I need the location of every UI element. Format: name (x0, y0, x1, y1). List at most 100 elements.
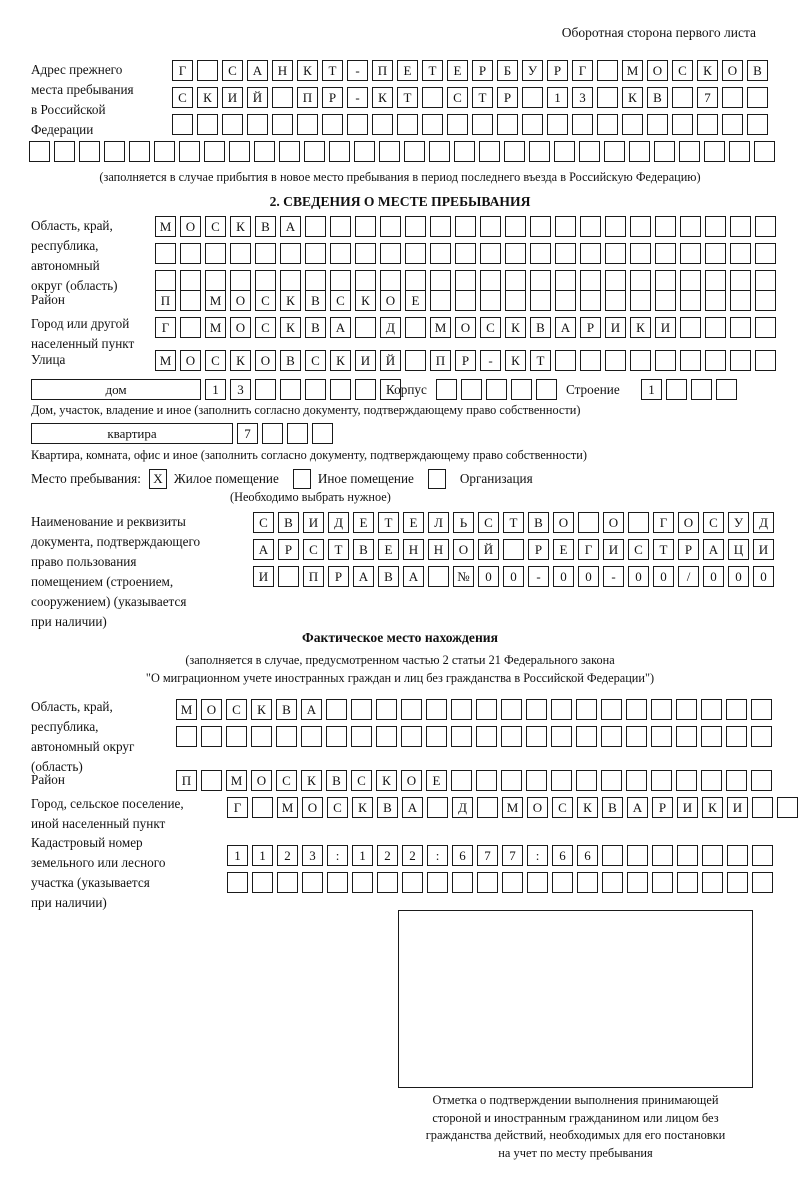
char-cell[interactable] (676, 770, 697, 791)
char-cell[interactable]: Г (572, 60, 593, 81)
char-cell[interactable]: В (602, 797, 623, 818)
char-cell[interactable] (304, 141, 325, 162)
char-cell[interactable] (486, 379, 507, 400)
char-cell[interactable]: С (255, 317, 276, 338)
char-cell[interactable]: С (226, 699, 247, 720)
char-cell[interactable] (601, 770, 622, 791)
char-cell[interactable] (651, 770, 672, 791)
char-cell[interactable] (405, 350, 426, 371)
char-cell[interactable] (630, 350, 651, 371)
char-cell[interactable] (729, 141, 750, 162)
char-cell[interactable]: 0 (753, 566, 774, 587)
char-cell[interactable]: С (672, 60, 693, 81)
char-cell[interactable] (447, 114, 468, 135)
char-cell[interactable] (455, 290, 476, 311)
char-cell[interactable]: Е (553, 539, 574, 560)
char-cell[interactable] (428, 566, 449, 587)
char-cell[interactable]: - (347, 60, 368, 81)
char-cell[interactable] (676, 726, 697, 747)
char-cell[interactable]: А (703, 539, 724, 560)
char-cell[interactable]: С (255, 290, 276, 311)
char-cell[interactable] (555, 216, 576, 237)
char-cell[interactable] (379, 141, 400, 162)
char-cell[interactable]: Г (653, 512, 674, 533)
char-cell[interactable] (627, 872, 648, 893)
char-cell[interactable] (752, 845, 773, 866)
char-cell[interactable] (79, 141, 100, 162)
char-cell[interactable]: 1 (252, 845, 273, 866)
char-cell[interactable]: Е (426, 770, 447, 791)
char-cell[interactable] (555, 243, 576, 264)
char-cell[interactable]: В (280, 350, 301, 371)
char-cell[interactable]: Т (472, 87, 493, 108)
char-cell[interactable]: В (278, 512, 299, 533)
char-cell[interactable]: С (276, 770, 297, 791)
char-cell[interactable] (436, 379, 457, 400)
char-cell[interactable]: О (722, 60, 743, 81)
char-cell[interactable] (622, 114, 643, 135)
char-cell[interactable] (651, 699, 672, 720)
char-cell[interactable]: С (205, 350, 226, 371)
char-cell[interactable] (405, 270, 426, 291)
char-cell[interactable]: 7 (237, 423, 258, 444)
char-cell[interactable] (197, 60, 218, 81)
char-cell[interactable]: А (280, 216, 301, 237)
char-cell[interactable]: 1 (205, 379, 226, 400)
char-cell[interactable] (727, 845, 748, 866)
char-cell[interactable] (355, 270, 376, 291)
char-cell[interactable]: О (380, 290, 401, 311)
char-cell[interactable]: С (327, 797, 348, 818)
char-cell[interactable] (601, 699, 622, 720)
char-cell[interactable] (405, 216, 426, 237)
char-cell[interactable] (280, 243, 301, 264)
char-cell[interactable] (730, 243, 751, 264)
char-cell[interactable] (29, 141, 50, 162)
char-cell[interactable]: П (155, 290, 176, 311)
char-cell[interactable] (705, 317, 726, 338)
char-cell[interactable]: О (251, 770, 272, 791)
char-cell[interactable] (511, 379, 532, 400)
char-cell[interactable] (605, 350, 626, 371)
char-cell[interactable]: В (276, 699, 297, 720)
char-cell[interactable]: Р (528, 539, 549, 560)
char-cell[interactable] (476, 770, 497, 791)
char-cell[interactable] (376, 699, 397, 720)
char-cell[interactable] (726, 770, 747, 791)
char-cell[interactable]: Т (397, 87, 418, 108)
char-cell[interactable] (477, 797, 498, 818)
char-cell[interactable]: К (505, 350, 526, 371)
char-cell[interactable] (605, 270, 626, 291)
char-cell[interactable] (597, 60, 618, 81)
char-cell[interactable]: В (353, 539, 374, 560)
char-cell[interactable] (480, 243, 501, 264)
char-cell[interactable]: Д (753, 512, 774, 533)
char-cell[interactable] (355, 243, 376, 264)
char-cell[interactable] (755, 290, 776, 311)
char-cell[interactable] (555, 350, 576, 371)
char-cell[interactable] (751, 770, 772, 791)
char-cell[interactable] (597, 114, 618, 135)
char-cell[interactable]: 3 (302, 845, 323, 866)
char-cell[interactable]: В (528, 512, 549, 533)
char-cell[interactable] (455, 270, 476, 291)
char-cell[interactable] (655, 290, 676, 311)
char-cell[interactable]: Т (530, 350, 551, 371)
char-cell[interactable]: 1 (227, 845, 248, 866)
char-cell[interactable] (597, 87, 618, 108)
char-cell[interactable]: А (353, 566, 374, 587)
char-cell[interactable] (672, 87, 693, 108)
char-cell[interactable]: О (453, 539, 474, 560)
char-cell[interactable]: 3 (572, 87, 593, 108)
char-cell[interactable] (626, 770, 647, 791)
char-cell[interactable]: Р (322, 87, 343, 108)
char-cell[interactable] (730, 270, 751, 291)
char-cell[interactable] (155, 270, 176, 291)
char-cell[interactable]: К (197, 87, 218, 108)
char-cell[interactable]: - (480, 350, 501, 371)
char-cell[interactable]: И (303, 512, 324, 533)
char-cell[interactable]: № (453, 566, 474, 587)
